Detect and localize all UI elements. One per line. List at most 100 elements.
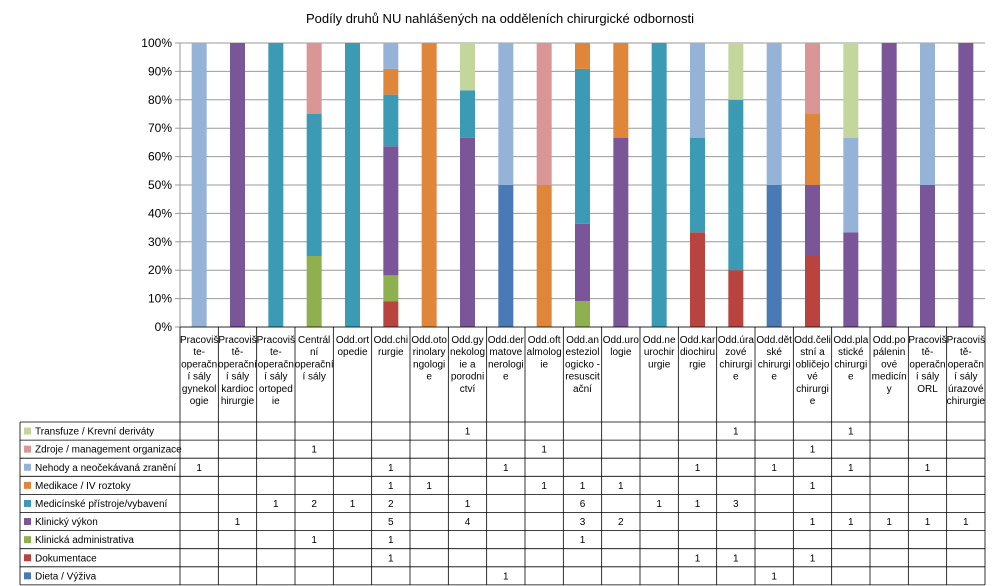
category-label: Pracoviš tě-operační í sály kardioc hirurgie xyxy=(218,335,257,407)
data-label: 1 xyxy=(733,427,739,438)
y-tick-label: 20% xyxy=(148,263,172,277)
bar-segment xyxy=(613,43,629,138)
data-label: 1 xyxy=(541,481,547,492)
legend-swatch xyxy=(24,518,31,526)
bar-segment xyxy=(575,68,590,224)
bar-segment xyxy=(230,43,245,327)
data-label: 1 xyxy=(848,463,854,474)
bar-segment xyxy=(383,94,399,147)
bar-segment xyxy=(843,137,859,233)
data-label: 1 xyxy=(311,445,317,456)
bar-segment xyxy=(383,43,399,69)
bar-segment xyxy=(881,43,897,327)
data-label: 1 xyxy=(388,553,394,564)
data-label: 6 xyxy=(580,499,586,510)
bar-segment xyxy=(690,43,705,138)
bar-segment xyxy=(920,43,935,185)
series-name: Medikace / IV roztoky xyxy=(35,481,131,492)
bar-segment xyxy=(345,43,360,327)
legend-swatch xyxy=(24,554,31,562)
data-label: 1 xyxy=(235,517,241,528)
category-label: Pracoviš tě-operačn í sály ORL xyxy=(908,335,946,395)
bar-segment xyxy=(805,256,820,327)
data-label: 1 xyxy=(388,481,394,492)
data-label: 5 xyxy=(388,517,394,528)
bar-segment xyxy=(651,43,667,327)
bar-segment xyxy=(728,43,744,100)
series-name: Klinický výkon xyxy=(35,517,98,528)
y-tick-label: 70% xyxy=(148,121,172,135)
bar-segment xyxy=(690,232,705,327)
bar-segment xyxy=(805,185,820,256)
data-label: 1 xyxy=(810,445,816,456)
bar-segment xyxy=(306,114,322,256)
series-name: Klinická administrativa xyxy=(35,535,134,546)
data-label: 1 xyxy=(465,427,471,438)
legend-swatch xyxy=(24,572,31,580)
legend-swatch xyxy=(24,445,31,453)
data-label: 2 xyxy=(618,517,624,528)
data-label: 1 xyxy=(810,517,816,528)
data-label: 1 xyxy=(503,463,509,474)
series-name: Dokumentace xyxy=(35,553,97,564)
series-name: Nehody a neočekávaná zranění xyxy=(35,463,176,474)
bar-segment xyxy=(805,114,820,185)
series-name: Zdroje / management organizace xyxy=(35,445,182,456)
category-label: Pracoviš te-operačn í sály gynekol ogie xyxy=(180,335,218,407)
y-tick-label: 90% xyxy=(148,64,172,78)
bar-segment xyxy=(766,185,782,327)
data-label: 1 xyxy=(848,427,854,438)
data-table: Pracoviš te-operačn í sály gynekol ogiePraco… xyxy=(19,326,986,586)
bar-segment xyxy=(575,301,590,327)
data-label: 1 xyxy=(465,499,471,510)
data-label: 1 xyxy=(963,517,969,528)
bar-segment xyxy=(460,43,475,91)
data-label: 1 xyxy=(925,463,931,474)
y-tick-label: 10% xyxy=(148,292,172,306)
series-name: Medicínské přístroje/vybavení xyxy=(35,499,168,510)
category-label: Centrál ní operační í sály xyxy=(295,335,334,383)
category-label: Odd.dět ské chirurgi e xyxy=(756,335,792,383)
series-name: Dieta / Výživa xyxy=(35,571,97,582)
data-label: 2 xyxy=(311,499,317,510)
bar-segment xyxy=(613,137,629,327)
bar-segment xyxy=(920,185,935,327)
category-label: Odd.der matove nerologi e xyxy=(488,335,525,383)
y-axis: 0% 10% 20% 30% 40% 50% 60% 70% 80% 90% 100% xyxy=(141,36,181,334)
y-tick-label: 30% xyxy=(148,235,172,249)
data-label: 1 xyxy=(273,499,279,510)
category-label: Pracoviš tě-operačn í sály úrazové chirurgie xyxy=(947,335,986,407)
category-label: Odd.čeli stní a obličejo vé chirurgi e xyxy=(794,335,831,407)
bar-segment xyxy=(575,223,590,302)
data-label: 3 xyxy=(733,499,739,510)
y-tick-label: 40% xyxy=(148,206,172,220)
bar-segment xyxy=(306,256,322,327)
data-label: 1 xyxy=(388,463,394,474)
data-label: 1 xyxy=(695,553,701,564)
category-label: Odd.oft almolog ie xyxy=(527,335,562,370)
data-label: 1 xyxy=(886,517,892,528)
bar-segment xyxy=(460,90,475,138)
data-label: 1 xyxy=(925,517,931,528)
category-label: Odd.úra zové chirurgi e xyxy=(718,335,755,383)
category-label: Odd.gy nekolog ie a porodni ctví xyxy=(450,335,485,395)
data-label: 1 xyxy=(848,517,854,528)
category-label: Pracoviš te-operačn í sály ortoped ie xyxy=(257,335,295,407)
bar-segment xyxy=(268,43,284,327)
legend-swatch xyxy=(24,481,31,489)
bars xyxy=(191,43,974,327)
category-label: Odd.an esteziol ogicko -resuscit ační xyxy=(565,335,600,395)
bar-segment xyxy=(728,99,744,271)
bar-segment xyxy=(460,137,475,327)
y-tick-label: 60% xyxy=(148,150,172,164)
bar-segment xyxy=(690,137,705,233)
data-label: 1 xyxy=(350,499,356,510)
category-label: Odd.ne urochir urgie xyxy=(643,335,676,370)
data-label: 3 xyxy=(580,517,586,528)
bar-segment xyxy=(843,232,859,327)
bar-segment xyxy=(421,43,437,327)
y-tick-label: 100% xyxy=(141,36,172,50)
bar-segment xyxy=(766,43,782,185)
data-label: 1 xyxy=(733,553,739,564)
data-label: 1 xyxy=(426,481,432,492)
